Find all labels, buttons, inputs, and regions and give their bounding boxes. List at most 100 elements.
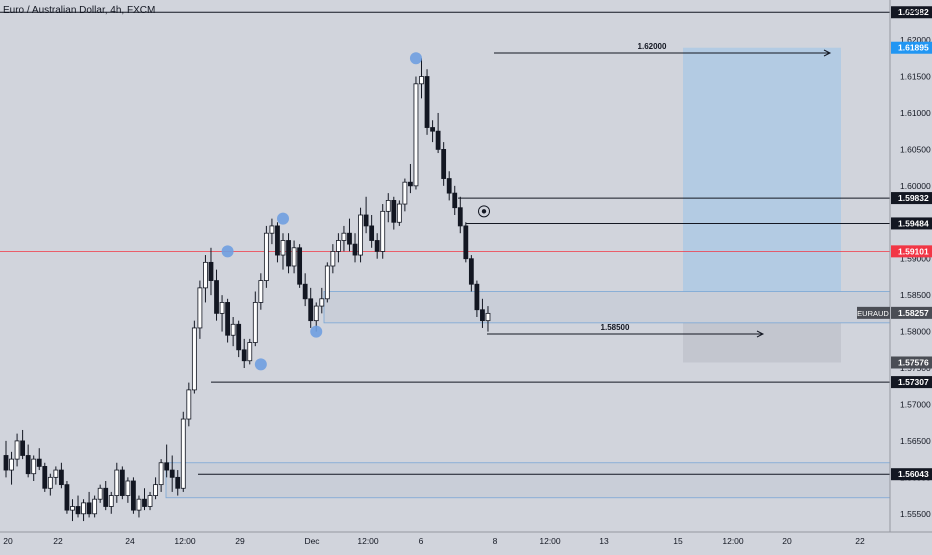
- candle-body: [286, 240, 291, 267]
- candle-body: [391, 200, 397, 223]
- candle-body: [158, 462, 164, 486]
- candle-body: [42, 466, 48, 489]
- symbol-tag-label: EURAUD: [857, 309, 889, 318]
- candle-body: [380, 210, 386, 252]
- price-level-badge-label: 1.59484: [898, 218, 929, 228]
- support-zone[interactable]: [323, 291, 891, 324]
- price-badge: [891, 306, 932, 319]
- candle-body: [347, 232, 352, 245]
- candle-body: [430, 127, 435, 132]
- swing-point-marker[interactable]: [221, 245, 234, 258]
- candle-body: [97, 487, 103, 500]
- price-level-badge: [891, 192, 932, 205]
- candle-body: [169, 469, 175, 478]
- candle-body: [197, 287, 203, 329]
- x-tick-label: 22: [855, 536, 865, 546]
- candle-body: [452, 192, 458, 209]
- annotation-label: 1.62000: [638, 42, 667, 51]
- candle-body: [402, 181, 408, 205]
- candle-body: [64, 484, 70, 511]
- candle-body: [275, 225, 280, 256]
- candle-body: [435, 130, 441, 150]
- x-tick-label: 20: [3, 536, 13, 546]
- candle-body: [31, 458, 37, 475]
- candle-body: [424, 76, 430, 128]
- y-tick-label: 1.62000: [900, 35, 931, 45]
- candle-body: [86, 502, 92, 515]
- candle-body: [236, 323, 242, 351]
- candle-body: [214, 280, 219, 314]
- candle-body: [131, 480, 136, 511]
- price-level-badge: [891, 245, 932, 258]
- candle-body: [335, 240, 341, 252]
- currency-label: AUD: [906, 6, 926, 16]
- candle-body: [180, 418, 186, 489]
- candle-body: [219, 302, 225, 314]
- long-position-target-zone[interactable]: [683, 47, 841, 313]
- candle-body: [241, 349, 247, 362]
- candle-body: [302, 283, 308, 300]
- y-tick-label: 1.55500: [900, 509, 931, 519]
- x-tick-label: 12:00: [357, 536, 379, 546]
- candle-body: [308, 298, 314, 322]
- x-tick-label: 12:00: [722, 536, 744, 546]
- y-tick-label: 1.59000: [900, 254, 931, 264]
- swing-point-marker[interactable]: [277, 212, 289, 225]
- candle-body: [103, 487, 109, 507]
- x-tick-label: 8: [493, 536, 498, 546]
- price-level-badge-label: 1.56043: [898, 469, 929, 479]
- x-tick-label: 6: [419, 536, 424, 546]
- candle-body: [225, 302, 231, 336]
- candle-body: [175, 476, 181, 489]
- y-tick-label: 1.58500: [900, 290, 931, 300]
- candle-body: [142, 498, 147, 507]
- annotation-label: 1.58500: [601, 323, 630, 332]
- price-badge-label: 1.61895: [898, 43, 929, 53]
- target-marker-center: [481, 209, 487, 214]
- demand-zone[interactable]: [165, 462, 891, 499]
- candle-body: [297, 247, 303, 285]
- candle-body: [92, 498, 98, 515]
- candle-body: [446, 178, 452, 194]
- candle-body: [247, 342, 253, 362]
- candle-body: [147, 495, 153, 507]
- price-level-badge: [891, 376, 932, 389]
- swing-point-marker[interactable]: [254, 358, 267, 371]
- candle-body: [319, 298, 325, 307]
- swing-point-marker[interactable]: [409, 52, 422, 65]
- x-tick-label: 13: [599, 536, 609, 546]
- candle-body: [20, 440, 26, 456]
- candle-body: [474, 283, 480, 311]
- x-tick-label: 29: [235, 536, 245, 546]
- y-tick-label: 1.57000: [900, 399, 931, 409]
- candle-body: [53, 469, 59, 478]
- candle-body: [81, 502, 86, 515]
- candle-body: [59, 469, 64, 486]
- target-marker[interactable]: [478, 205, 490, 218]
- x-tick-label: 12:00: [539, 536, 561, 546]
- candle-body: [230, 323, 236, 336]
- candle-body: [36, 458, 42, 467]
- candle-body: [186, 389, 192, 420]
- candle-body: [374, 240, 380, 252]
- candle-body: [203, 261, 208, 289]
- annotation-arrowhead: [756, 330, 765, 338]
- swing-point-marker[interactable]: [310, 325, 323, 338]
- price-level-badge: [891, 6, 932, 19]
- candle-body: [14, 440, 20, 460]
- candle-body: [441, 148, 447, 179]
- x-tick-label: 22: [53, 536, 63, 546]
- price-badge: [891, 41, 932, 54]
- price-level-badge: [891, 217, 932, 230]
- symbol-title: Euro / Australian Dollar, 4h, FXCM: [3, 5, 155, 16]
- symbol-tag: [857, 306, 890, 319]
- candle-body: [358, 214, 363, 256]
- candle-body: [164, 462, 170, 471]
- candle-body: [468, 258, 474, 285]
- candle-body: [385, 200, 391, 212]
- candle-body: [419, 76, 424, 85]
- candle-body: [119, 469, 125, 496]
- candle-body: [3, 455, 9, 471]
